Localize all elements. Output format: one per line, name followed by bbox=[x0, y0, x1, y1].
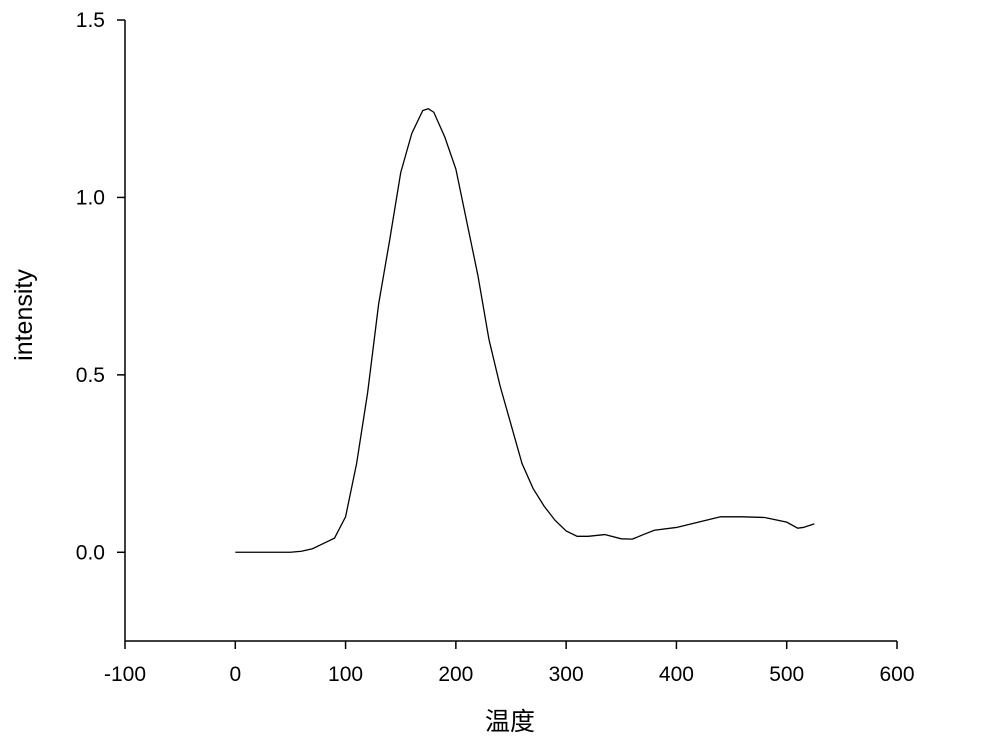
data-line bbox=[235, 108, 815, 553]
x-tick-label: 100 bbox=[328, 663, 363, 686]
x-tick-label: 200 bbox=[438, 663, 473, 686]
x-tick-label: 300 bbox=[549, 663, 584, 686]
x-tick-label: -100 bbox=[104, 663, 146, 686]
y-tick-label: 1.5 bbox=[76, 9, 105, 32]
x-tick-label: 600 bbox=[879, 663, 914, 686]
x-tick-label: 400 bbox=[659, 663, 694, 686]
x-tick-label: 0 bbox=[229, 663, 241, 686]
y-tick-label: 1.0 bbox=[76, 186, 105, 209]
y-tick-label: 0.5 bbox=[76, 364, 105, 387]
x-axis-label: 温度 bbox=[485, 708, 535, 736]
y-tick-label: 0.0 bbox=[76, 541, 105, 564]
y-axis-label: intensity bbox=[10, 269, 38, 361]
x-tick-label: 500 bbox=[769, 663, 804, 686]
